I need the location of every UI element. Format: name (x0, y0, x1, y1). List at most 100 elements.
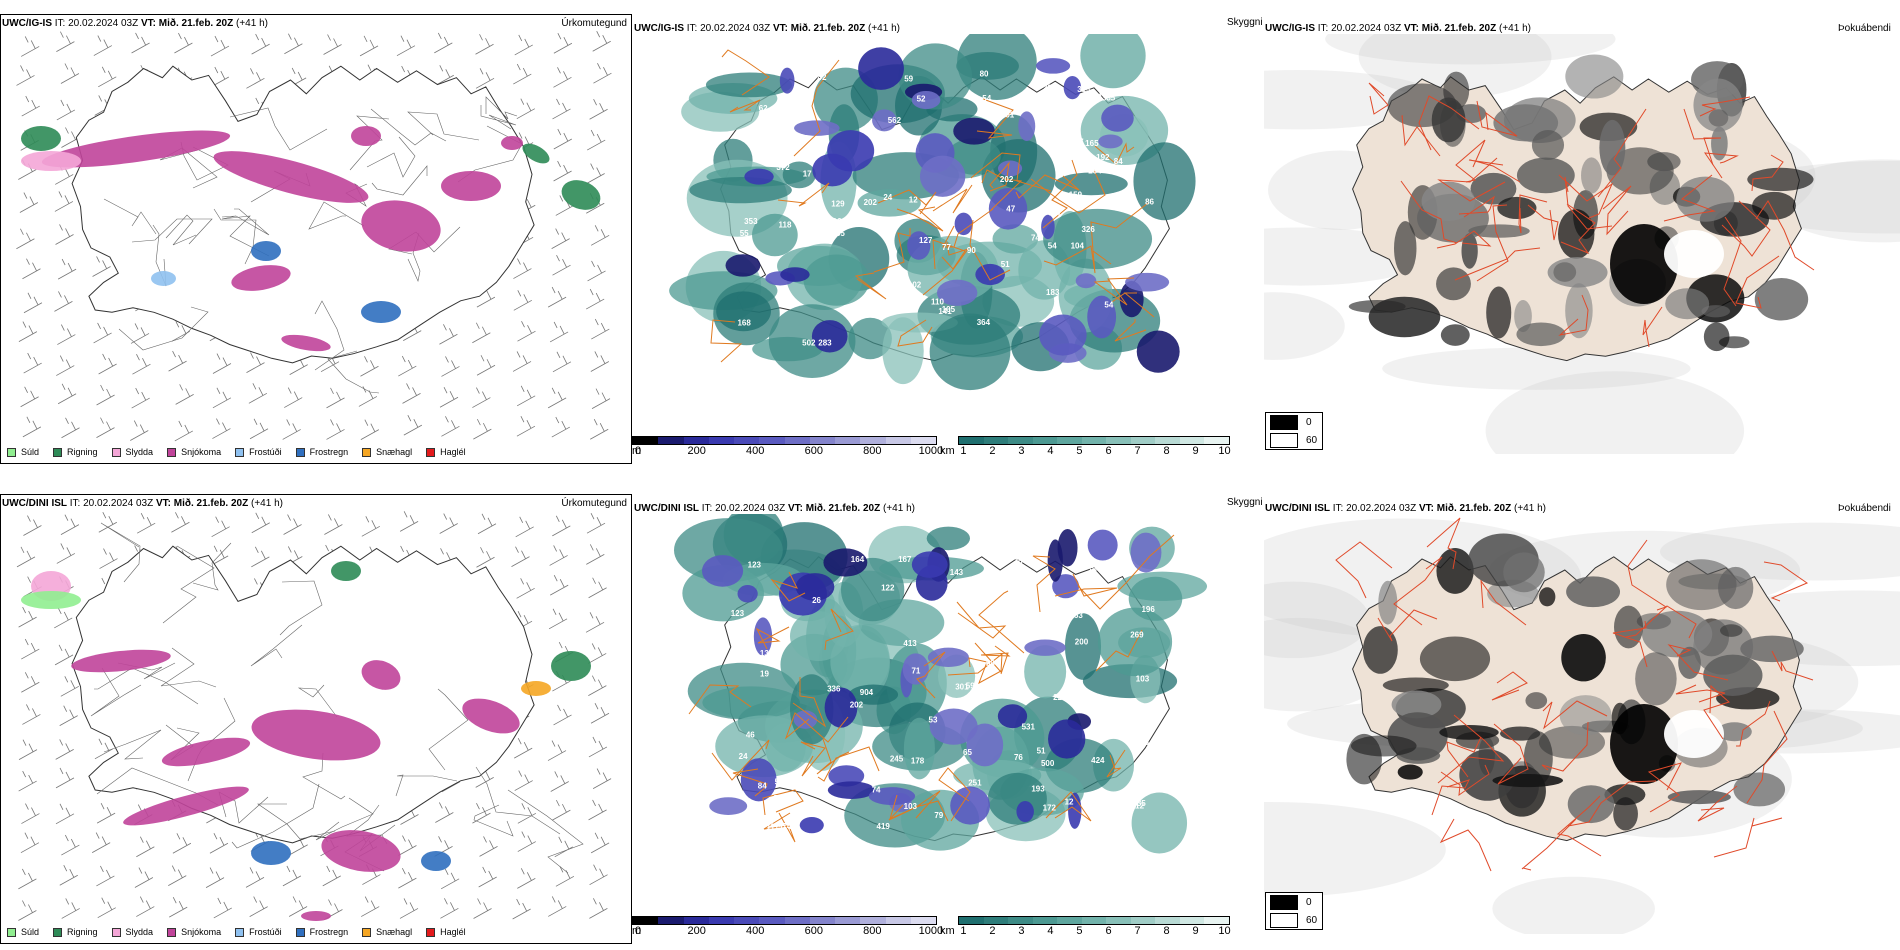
legend-label: Frostúði (249, 447, 282, 457)
legend-swatch (53, 927, 63, 937)
legend-label: Snjókoma (181, 447, 222, 457)
station-label: 12 (909, 195, 918, 204)
station-label: 202 (864, 198, 878, 207)
station-label: 79 (934, 811, 943, 820)
legend-label: Súld (21, 927, 40, 937)
panel-type-label: Úrkomutegund (561, 498, 627, 509)
colorbar-tick-label: 3 (1018, 445, 1025, 457)
station-label: 192 (1096, 153, 1110, 162)
legend-swatch (295, 447, 305, 457)
station-label: 70 (1014, 557, 1023, 566)
precip-legend-item: Snjókoma (167, 447, 221, 457)
precip-type-panel-top: UWC/IG-IS IT: 20.02.2024 03Z VT: Mið. 21… (0, 14, 632, 464)
fog-map (1264, 517, 1900, 934)
station-label: 116 (1136, 738, 1149, 747)
station-label: 112 (1078, 98, 1091, 107)
precip-legend-item: Slydda (111, 927, 154, 937)
station-label: 38 (1090, 563, 1099, 572)
fog-legend-item: 0 (1266, 413, 1322, 431)
station-label: 59 (904, 75, 913, 84)
height-unit: m (632, 445, 642, 457)
station-label: 127 (919, 236, 933, 245)
legend-label: Frostregn (309, 927, 349, 937)
colorbar-tick-label: 800 (863, 445, 882, 457)
legend-swatch (111, 447, 121, 457)
precip-legend-item: Rigning (53, 447, 98, 457)
station-label: 52 (917, 94, 926, 103)
colorbar-tick-label: 1 (960, 445, 967, 457)
legend-label: Rigning (67, 927, 98, 937)
colorbar-tick-label: 4 (1047, 925, 1054, 937)
station-label: 42 (818, 73, 827, 82)
precip-legend-item: Frostregn (295, 447, 348, 457)
precip-legend-item: Snæhagl (362, 927, 412, 937)
panel-header: UWC/IG-IS IT: 20.02.2024 03Z VT: Mið. 21… (2, 18, 268, 29)
colorbar-tick-label: 200 (687, 445, 706, 457)
colorbar-tick-label: 0 (635, 925, 642, 937)
station-label: 84 (1114, 157, 1123, 166)
station-label: 502 (802, 338, 816, 347)
station-label: 100 (1047, 630, 1061, 639)
station-label: 122 (881, 583, 895, 592)
station-label: 59 (966, 682, 975, 691)
colorbar-tick-label: 7 (1134, 925, 1141, 937)
station-label: 19 (760, 669, 769, 678)
visibility-colorbar-bottom: 1 2 3 4 5 6 7 8 9 10 (958, 916, 1231, 937)
station-label: 51 (1001, 260, 1010, 269)
visibility-panel-top: UWC/IG-IS IT: 20.02.2024 03Z VT: Mið. 21… (632, 14, 1264, 464)
precip-map (16, 511, 612, 921)
panel-type-label: Úrkomutegund (561, 18, 627, 29)
precip-legend-item: Frostúði (235, 927, 282, 937)
colorbar-tick-label: 800 (863, 925, 882, 937)
station-label: 68 (986, 659, 995, 668)
station-label: 95 (1079, 101, 1088, 110)
fog-legend-item: 60 (1266, 431, 1322, 449)
legend-label: Snæhagl (376, 927, 413, 937)
colorbar-tick-label: 5 (1076, 925, 1083, 937)
station-label: 12 (1065, 798, 1074, 807)
station-label: 172 (1043, 803, 1057, 812)
legend-swatch (362, 447, 372, 457)
colorbar-tick-label: 7 (1134, 445, 1141, 457)
colorbar-tick-label: 10 (1218, 445, 1231, 457)
station-label: 26 (812, 596, 821, 605)
station-label: 24 (883, 193, 892, 202)
station-label: 424 (1091, 756, 1105, 765)
station-label: 326 (1081, 225, 1095, 234)
fog-map (1264, 34, 1900, 454)
station-label: 154 (1089, 92, 1103, 101)
station-label: 24 (739, 752, 748, 761)
precip-legend-item: Slydda (111, 447, 153, 457)
legend-swatch (7, 447, 16, 457)
legend-label: Súld (21, 447, 40, 457)
legend-swatch (295, 927, 305, 937)
fog-legend-bottom: 0 60 (1265, 892, 1323, 930)
precip-legend-item: Haglél (426, 447, 466, 457)
legend-label: 0 (1306, 896, 1312, 908)
colorbar-tick-label: 400 (746, 445, 765, 457)
station-label: 51 (1037, 746, 1046, 755)
panel-type-label: Skyggni (1227, 497, 1263, 508)
station-label: 200 (1075, 637, 1089, 646)
station-label: 17 (803, 169, 812, 178)
legend-swatch (426, 447, 436, 457)
panel-type-label: Þokuábendi (1838, 23, 1891, 34)
precip-legend-item: Snæhagl (362, 447, 412, 457)
station-label: 183 (1046, 288, 1060, 297)
height-unit: m (632, 925, 642, 937)
station-label: 65 (836, 229, 845, 238)
colorbar-tick-label: 600 (804, 445, 823, 457)
visibility-map: 137 189 55 96 51 419 116 103 122 251 424 53 245 172 24… (673, 514, 1208, 854)
legend-swatch (167, 447, 177, 457)
station-label: 301 (955, 682, 969, 691)
legend-label: Slydda (125, 927, 154, 937)
station-label: 974 (778, 822, 792, 831)
station-label: 419 (877, 822, 891, 831)
station-label: 111 (766, 823, 779, 832)
station-label: 96 (833, 819, 842, 828)
colorbar-tick-label: 5 (1076, 445, 1083, 457)
legend-swatch (362, 927, 372, 937)
visibility-unit: km (940, 925, 955, 937)
visibility-map: 283 372 326 62 54 16 33 335 202 102 12 24 364 165 205 2… (669, 34, 1196, 391)
height-colorbar-top: 0 200 400 600 800 1000 (632, 436, 943, 457)
